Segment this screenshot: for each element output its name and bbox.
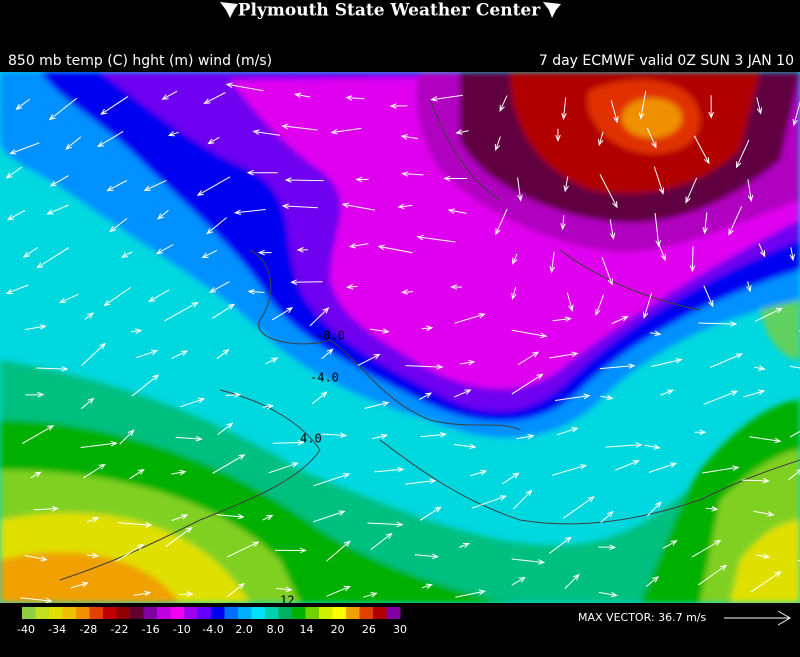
colorbar-swatch xyxy=(225,607,239,619)
colorbar-label: 2.0 xyxy=(235,623,253,636)
colorbar-swatch xyxy=(333,607,347,619)
colorbar-label: -16 xyxy=(142,623,160,636)
colorbar-label: 30 xyxy=(393,623,407,636)
colorbar-swatch xyxy=(319,607,333,619)
max-vector-arrow xyxy=(724,611,790,625)
colorbar-swatch xyxy=(265,607,279,619)
contour-label: -8.0 xyxy=(316,329,345,343)
max-vector-label: MAX VECTOR: 36.7 m/s xyxy=(578,611,706,624)
colorbar-swatch xyxy=(184,607,198,619)
colorbar-swatch xyxy=(252,607,266,619)
logo-left xyxy=(220,2,238,18)
colorbar-label: -34 xyxy=(48,623,66,636)
colorbar-swatch xyxy=(36,607,50,619)
colorbar-swatch xyxy=(63,607,77,619)
colorbar-label: -40 xyxy=(17,623,35,636)
colorbar-label: 20 xyxy=(331,623,345,636)
colorbar-swatch xyxy=(49,607,63,619)
colorbar-swatch xyxy=(238,607,252,619)
page-title: Plymouth State Weather Center xyxy=(238,1,541,21)
colorbar-swatch xyxy=(157,607,171,619)
logo-right xyxy=(543,2,561,18)
colorbar-label: -4.0 xyxy=(202,623,223,636)
colorbar-label: 26 xyxy=(362,623,376,636)
colorbar-swatch xyxy=(387,607,401,619)
temperature-field: -8.0 -4.0 4.0 12 xyxy=(0,72,800,608)
colorbar-swatch xyxy=(130,607,144,619)
colorbar-label: -10 xyxy=(173,623,191,636)
colorbar-swatch xyxy=(211,607,225,619)
colorbar-label: -22 xyxy=(111,623,129,636)
colorbar-swatch xyxy=(103,607,117,619)
contour-label: -4.0 xyxy=(310,371,339,385)
colorbar-swatch xyxy=(292,607,306,619)
colorbar-swatch xyxy=(198,607,212,619)
colorbar-swatch xyxy=(171,607,185,619)
contour-label: 4.0 xyxy=(300,432,322,446)
colorbar-swatch xyxy=(279,607,293,619)
colorbar-swatch xyxy=(306,607,320,619)
colorbar-label: -28 xyxy=(79,623,97,636)
colorbar-swatch xyxy=(360,607,374,619)
map-title-right: 7 day ECMWF valid 0Z SUN 3 JAN 10 xyxy=(539,53,794,69)
colorbar-swatch xyxy=(76,607,90,619)
colorbar-swatch xyxy=(22,607,36,619)
colorbar-label: 14 xyxy=(300,623,314,636)
colorbar-swatch xyxy=(90,607,104,619)
colorbar: -40 -34 -28 -22 -16 -10 -4.0 2.0 8.0 14 20 26 30 xyxy=(17,607,407,636)
colorbar-swatch xyxy=(117,607,131,619)
colorbar-swatch xyxy=(346,607,360,619)
colorbar-label: 8.0 xyxy=(267,623,285,636)
contour-label: 12 xyxy=(280,594,294,608)
colorbar-swatch xyxy=(373,607,387,619)
map-title-left: 850 mb temp (C) hght (m) wind (m/s) xyxy=(8,53,272,69)
colorbar-swatch xyxy=(144,607,158,619)
